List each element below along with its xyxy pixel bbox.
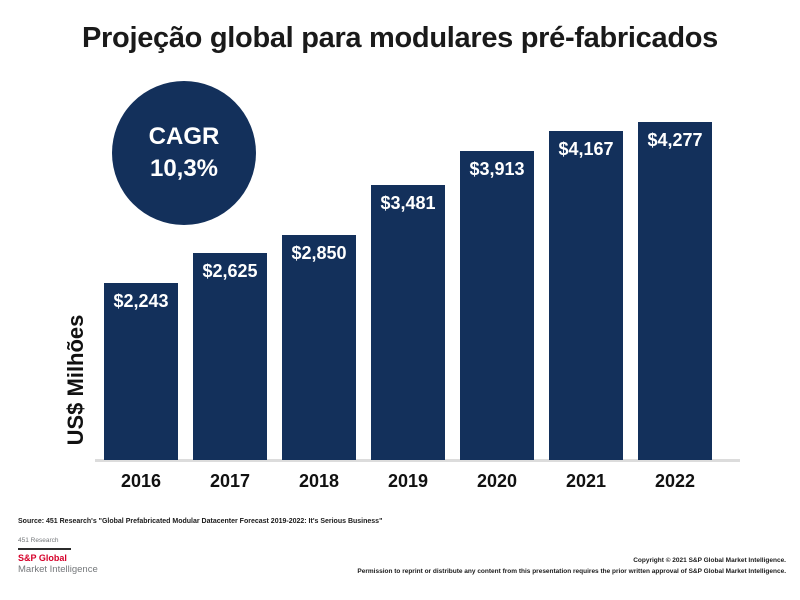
bar-column: $4,277	[638, 122, 712, 460]
x-axis-labels: 2016 2017 2018 2019 2020 2021 2022	[104, 471, 712, 492]
x-tick-2016: 2016	[120, 471, 162, 491]
bar-column: $2,625	[193, 253, 267, 460]
chart-title: Projeção global para modulares pré-fabri…	[82, 22, 718, 54]
bar-value-label: $3,913	[469, 159, 525, 179]
x-tick-2019: 2019	[387, 471, 429, 491]
cagr-label: CAGR	[148, 123, 220, 150]
logo-divider	[18, 548, 71, 550]
x-tick-2022: 2022	[654, 471, 696, 491]
bar-2016: $2,243	[104, 283, 178, 460]
copyright-note: Copyright © 2021 S&P Global Market Intel…	[357, 555, 786, 577]
bar-value-label: $2,625	[202, 261, 258, 281]
bar-column: $3,481	[371, 185, 445, 460]
bar-chart: $2,243 $2,625 $2,850 $3,481 $3,913 $4,167 $4,2…	[104, 122, 712, 460]
bar-column: $2,850	[282, 235, 356, 460]
copyright-line-2: Permission to reprint or distribute any …	[357, 568, 786, 575]
bar-value-label: $2,850	[291, 243, 347, 263]
bar-value-label: $4,277	[647, 130, 703, 150]
bar-value-label: $4,167	[558, 139, 614, 159]
bar-column: $3,913	[460, 151, 534, 460]
sp-global-logo: 451 Research S&P Global Market Intellige…	[18, 537, 98, 575]
bar-column: $4,167	[549, 131, 623, 460]
bar-2022: $4,277	[638, 122, 712, 460]
bar-column: $2,243	[104, 283, 178, 460]
bar-2018: $2,850	[282, 235, 356, 460]
y-axis-label: US$ Milhões	[63, 314, 88, 446]
sp-global-label: S&P Global	[18, 553, 67, 563]
x-tick-2018: 2018	[298, 471, 340, 491]
x-tick-2017: 2017	[209, 471, 251, 491]
cagr-value: 10,3%	[149, 155, 219, 182]
market-intelligence-label: Market Intelligence	[18, 564, 98, 575]
cagr-badge: CAGR 10,3%	[112, 81, 256, 225]
451-research-label: 451 Research	[18, 537, 59, 544]
bar-2021: $4,167	[549, 131, 623, 460]
x-tick-2020: 2020	[476, 471, 518, 491]
bar-2019: $3,481	[371, 185, 445, 460]
source-note: Source: 451 Research's "Global Prefabric…	[18, 518, 383, 525]
bar-value-label: $2,243	[113, 291, 169, 311]
x-axis-line	[95, 459, 740, 462]
bar-2017: $2,625	[193, 253, 267, 460]
bar-value-label: $3,481	[380, 193, 436, 213]
x-tick-2021: 2021	[565, 471, 607, 491]
bar-2020: $3,913	[460, 151, 534, 460]
copyright-line-1: Copyright © 2021 S&P Global Market Intel…	[633, 557, 786, 564]
